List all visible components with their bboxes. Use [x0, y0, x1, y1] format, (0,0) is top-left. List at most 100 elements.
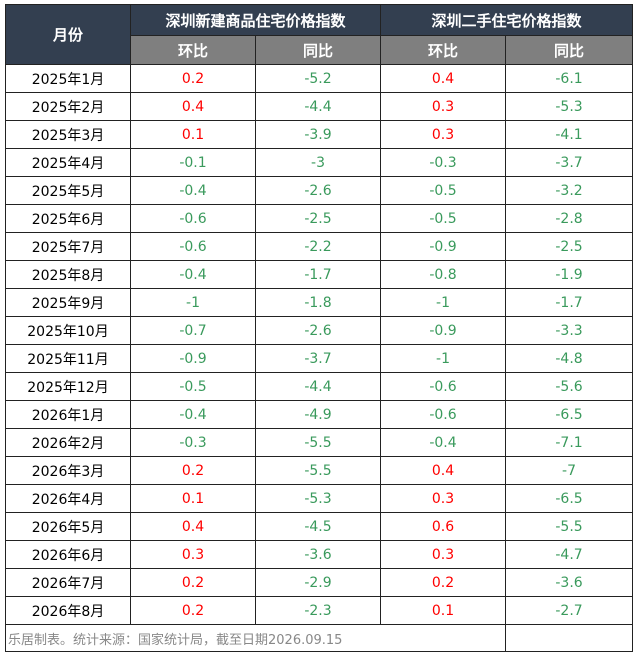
table-row: 2026年2月 -0.3 -5.5 -0.4 -7.1 [5, 428, 634, 457]
value-cell: -3.7 [505, 148, 634, 177]
value-cell: -0.6 [130, 204, 256, 233]
value-cell: -4.7 [505, 540, 634, 569]
sub-header: 环比 [380, 35, 507, 65]
month-cell: 2026年8月 [5, 596, 131, 625]
value-cell: -6.1 [505, 64, 634, 93]
footer-note: 乐居制表。统计来源：国家统计局，截至日期2026.09.15 [4, 624, 507, 652]
month-cell: 2026年7月 [5, 568, 131, 597]
value-cell: -5.5 [505, 512, 634, 541]
month-cell: 2025年5月 [5, 176, 131, 205]
table-row: 2026年4月 0.1 -5.3 0.3 -6.5 [5, 484, 634, 513]
footer-empty [505, 624, 634, 652]
value-cell: 0.2 [380, 568, 507, 597]
value-cell: 0.3 [130, 540, 256, 569]
value-cell: -3 [254, 148, 382, 177]
month-cell: 2025年4月 [5, 148, 131, 177]
table-row: 2025年9月 -1 -1.8 -1 -1.7 [5, 288, 634, 317]
month-cell: 2026年1月 [5, 400, 131, 429]
month-cell: 2026年3月 [5, 456, 131, 485]
value-cell: -4.9 [254, 400, 382, 429]
value-cell: -2.6 [254, 316, 382, 345]
month-cell: 2025年3月 [5, 120, 131, 149]
table-row: 2026年1月 -0.4 -4.9 -0.6 -6.5 [5, 400, 634, 429]
table-row: 2025年6月 -0.6 -2.5 -0.5 -2.8 [5, 204, 634, 233]
value-cell: -4.1 [505, 120, 634, 149]
value-cell: -3.9 [254, 120, 382, 149]
value-cell: 0.4 [130, 512, 256, 541]
value-cell: 0.3 [380, 92, 507, 121]
table-row: 2025年5月 -0.4 -2.6 -0.5 -3.2 [5, 176, 634, 205]
value-cell: -4.4 [254, 92, 382, 121]
value-cell: -0.4 [380, 428, 507, 457]
month-cell: 2025年9月 [5, 288, 131, 317]
value-cell: -0.5 [130, 372, 256, 401]
table-row: 2025年2月 0.4 -4.4 0.3 -5.3 [5, 92, 634, 121]
month-cell: 2025年10月 [5, 316, 131, 345]
value-cell: -7 [505, 456, 634, 485]
value-cell: -2.5 [505, 232, 634, 261]
value-cell: 0.4 [380, 64, 507, 93]
table-row: 2026年5月 0.4 -4.5 0.6 -5.5 [5, 512, 634, 541]
value-cell: 0.2 [130, 596, 256, 625]
table-row: 2026年7月 0.2 -2.9 0.2 -3.6 [5, 568, 634, 597]
table-row: 2026年8月 0.2 -2.3 0.1 -2.7 [5, 596, 634, 625]
month-cell: 2025年7月 [5, 232, 131, 261]
value-cell: -0.4 [130, 176, 256, 205]
value-cell: 0.1 [130, 484, 256, 513]
month-cell: 2025年6月 [5, 204, 131, 233]
value-cell: -0.9 [380, 232, 507, 261]
value-cell: -0.7 [130, 316, 256, 345]
value-cell: -2.2 [254, 232, 382, 261]
value-cell: 0.4 [130, 92, 256, 121]
value-cell: -4.5 [254, 512, 382, 541]
value-cell: -5.3 [505, 92, 634, 121]
table-row: 2025年7月 -0.6 -2.2 -0.9 -2.5 [5, 232, 634, 261]
value-cell: 0.1 [380, 596, 507, 625]
value-cell: -1 [380, 344, 507, 373]
value-cell: -0.9 [130, 344, 256, 373]
value-cell: -0.1 [130, 148, 256, 177]
month-cell: 2025年12月 [5, 372, 131, 401]
month-cell: 2026年5月 [5, 512, 131, 541]
value-cell: -1.9 [505, 260, 634, 289]
value-cell: -3.2 [505, 176, 634, 205]
value-cell: -5.2 [254, 64, 382, 93]
value-cell: -5.6 [505, 372, 634, 401]
value-cell: -0.8 [380, 260, 507, 289]
value-cell: -0.9 [380, 316, 507, 345]
value-cell: -0.4 [130, 400, 256, 429]
table-row: 2026年3月 0.2 -5.5 0.4 -7 [5, 456, 634, 485]
month-cell: 2025年1月 [5, 64, 131, 93]
value-cell: 0.3 [380, 540, 507, 569]
value-cell: -0.3 [380, 148, 507, 177]
value-cell: -2.3 [254, 596, 382, 625]
month-cell: 2025年11月 [5, 344, 131, 373]
value-cell: -1.8 [254, 288, 382, 317]
value-cell: -0.6 [380, 400, 507, 429]
month-cell: 2025年8月 [5, 260, 131, 289]
value-cell: -6.5 [505, 484, 634, 513]
value-cell: -1.7 [505, 288, 634, 317]
value-cell: -2.5 [254, 204, 382, 233]
table-row: 2025年1月 0.2 -5.2 0.4 -6.1 [5, 64, 634, 93]
month-header: 月份 [5, 4, 131, 65]
value-cell: -5.5 [254, 428, 382, 457]
value-cell: 0.2 [130, 64, 256, 93]
group-header: 深圳二手住宅价格指数 [380, 4, 634, 36]
sub-header: 同比 [254, 35, 382, 65]
value-cell: -2.6 [254, 176, 382, 205]
value-cell: -0.4 [130, 260, 256, 289]
value-cell: -1 [130, 288, 256, 317]
table-row: 2025年11月 -0.9 -3.7 -1 -4.8 [5, 344, 634, 373]
table-body: 2025年1月 0.2 -5.2 0.4 -6.1 2025年2月 0.4 -4.4 0.3 -5… [5, 64, 634, 625]
price-index-table: 月份 深圳新建商品住宅价格指数 深圳二手住宅价格指数 环比 同比 环比 同比 2… [4, 4, 634, 652]
value-cell: -4.4 [254, 372, 382, 401]
value-cell: 0.6 [380, 512, 507, 541]
value-cell: 0.2 [130, 456, 256, 485]
value-cell: -0.3 [130, 428, 256, 457]
value-cell: -5.5 [254, 456, 382, 485]
month-cell: 2026年6月 [5, 540, 131, 569]
value-cell: -2.7 [505, 596, 634, 625]
sub-header: 环比 [130, 35, 256, 65]
month-cell: 2025年2月 [5, 92, 131, 121]
